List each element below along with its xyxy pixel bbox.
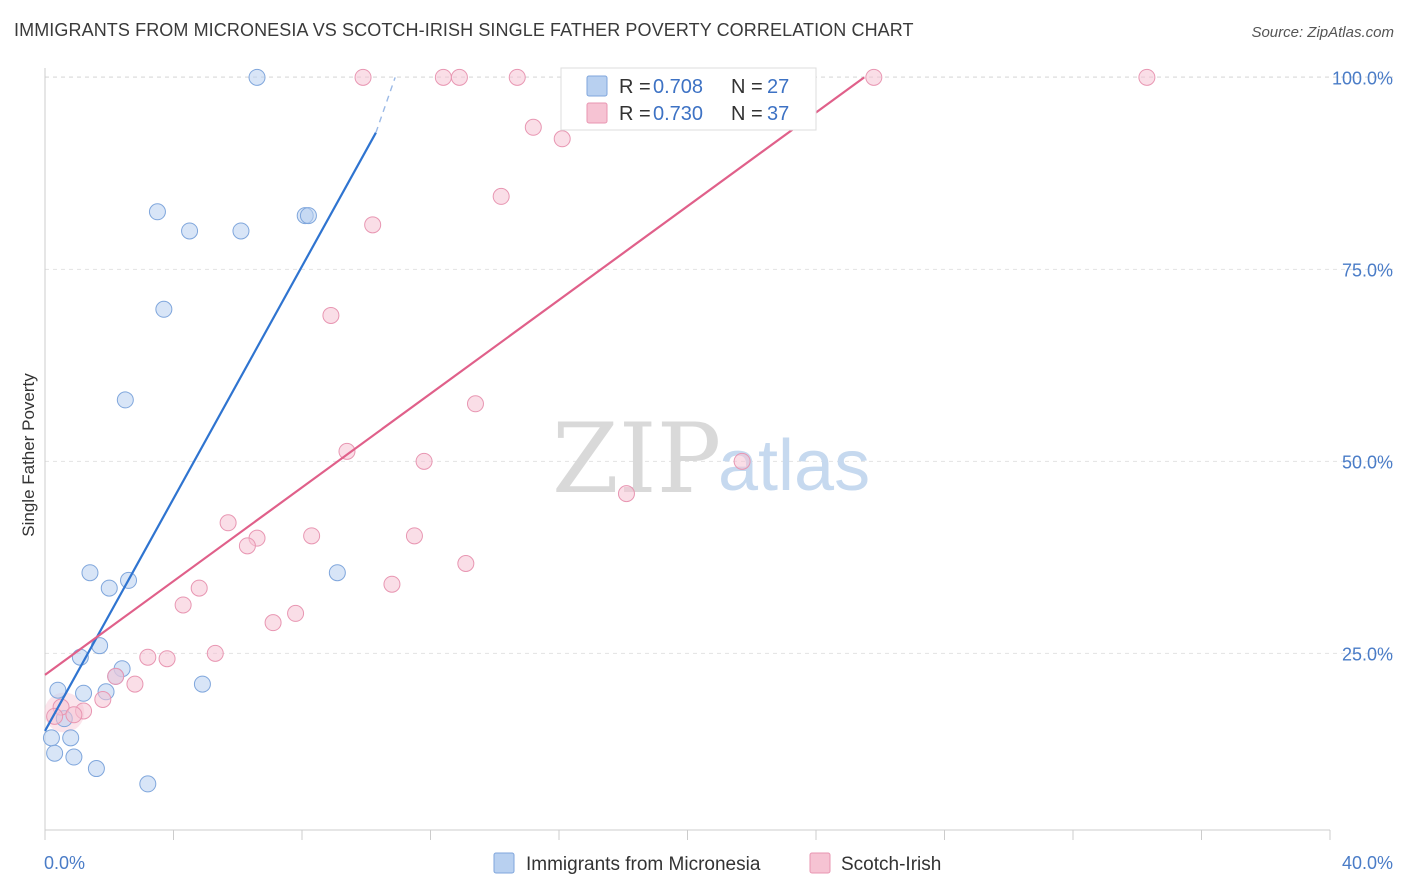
x-tick-label: 0.0%	[44, 853, 85, 873]
point-scotch-irish	[450, 68, 468, 86]
legend-n-label: N =	[731, 76, 763, 98]
trend-line-micronesia-extension	[375, 77, 396, 133]
point-scotch-irish	[865, 68, 883, 86]
series-legend-label-micronesia: Immigrants from Micronesia	[526, 854, 761, 875]
correlation-legend: R = 0.708 N = 27 R = 0.730 N = 37	[560, 67, 817, 131]
point-scotch-irish	[364, 216, 382, 234]
point-micronesia	[193, 675, 211, 693]
point-scotch-irish	[492, 187, 510, 205]
point-micronesia	[100, 579, 118, 597]
point-micronesia	[139, 775, 157, 793]
point-scotch-irish	[190, 579, 208, 597]
point-micronesia	[155, 300, 173, 318]
watermark-zip: ZIP	[552, 403, 721, 515]
point-scotch-irish	[338, 442, 356, 460]
legend-swatch-micronesia	[586, 75, 608, 97]
point-micronesia	[181, 222, 199, 240]
point-scotch-irish	[524, 118, 542, 136]
watermark: ZIP atlas	[552, 403, 870, 515]
point-scotch-irish	[1138, 68, 1156, 86]
point-micronesia	[75, 684, 93, 702]
legend-r-value-scotch-irish: 0.730	[653, 103, 703, 125]
point-scotch-irish	[303, 527, 321, 545]
legend-r-label: R =	[619, 76, 651, 98]
trend-lines	[44, 76, 865, 732]
data-points	[42, 68, 1156, 793]
point-micronesia	[62, 729, 80, 747]
legend-n-label: N =	[731, 103, 763, 125]
y-tick-label: 75.0%	[1342, 260, 1393, 280]
y-tick-labels: 25.0% 50.0% 75.0% 100.0%	[1332, 68, 1393, 664]
point-scotch-irish	[107, 667, 125, 685]
point-micronesia	[49, 681, 67, 699]
point-micronesia	[232, 222, 250, 240]
series-legend: Immigrants from Micronesia Scotch-Irish	[493, 852, 941, 875]
point-scotch-irish	[65, 706, 83, 724]
point-scotch-irish	[126, 675, 144, 693]
legend-n-value-micronesia: 27	[767, 76, 789, 98]
point-scotch-irish	[94, 690, 112, 708]
point-scotch-irish	[466, 395, 484, 413]
point-scotch-irish	[354, 68, 372, 86]
point-scotch-irish	[238, 537, 256, 555]
point-scotch-irish	[264, 614, 282, 632]
point-scotch-irish	[733, 452, 751, 470]
point-micronesia	[116, 391, 134, 409]
y-tick-label: 50.0%	[1342, 452, 1393, 472]
axes	[44, 68, 1331, 840]
y-tick-label: 25.0%	[1342, 644, 1393, 664]
y-tick-label: 100.0%	[1332, 68, 1393, 88]
point-scotch-irish	[415, 452, 433, 470]
point-scotch-irish	[219, 514, 237, 532]
trend-line-micronesia	[44, 132, 377, 732]
point-micronesia	[46, 744, 64, 762]
x-tick-label: 40.0%	[1342, 853, 1393, 873]
point-micronesia	[87, 760, 105, 778]
legend-n-value-scotch-irish: 37	[767, 103, 789, 125]
series-legend-swatch-scotch-irish	[809, 852, 831, 874]
point-scotch-irish	[508, 68, 526, 86]
point-scotch-irish	[405, 527, 423, 545]
y-axis-label: Single Father Poverty	[19, 373, 38, 537]
point-micronesia	[299, 207, 317, 225]
series-legend-label-scotch-irish: Scotch-Irish	[841, 854, 941, 875]
point-micronesia	[248, 68, 266, 86]
point-scotch-irish	[139, 648, 157, 666]
legend-r-value-micronesia: 0.708	[653, 76, 703, 98]
point-scotch-irish	[206, 644, 224, 662]
point-scotch-irish	[322, 306, 340, 324]
series-legend-swatch-micronesia	[493, 852, 515, 874]
point-scotch-irish	[383, 575, 401, 593]
point-scotch-irish	[553, 130, 571, 148]
legend-r-label: R =	[619, 103, 651, 125]
trend-line-scotch-irish	[44, 76, 865, 676]
point-scotch-irish	[617, 485, 635, 503]
point-scotch-irish	[174, 596, 192, 614]
point-scotch-irish	[434, 68, 452, 86]
chart-title: IMMIGRANTS FROM MICRONESIA VS SCOTCH-IRI…	[14, 20, 914, 40]
point-scotch-irish	[287, 604, 305, 622]
point-micronesia	[328, 564, 346, 582]
point-scotch-irish	[158, 650, 176, 668]
point-scotch-irish	[457, 555, 475, 573]
chart-source: Source: ZipAtlas.com	[1251, 24, 1394, 41]
x-tick-labels: 0.0% 40.0%	[44, 853, 1393, 873]
point-micronesia	[81, 564, 99, 582]
legend-swatch-scotch-irish	[586, 102, 608, 124]
point-micronesia	[42, 729, 60, 747]
point-micronesia	[65, 748, 83, 766]
point-micronesia	[148, 203, 166, 221]
